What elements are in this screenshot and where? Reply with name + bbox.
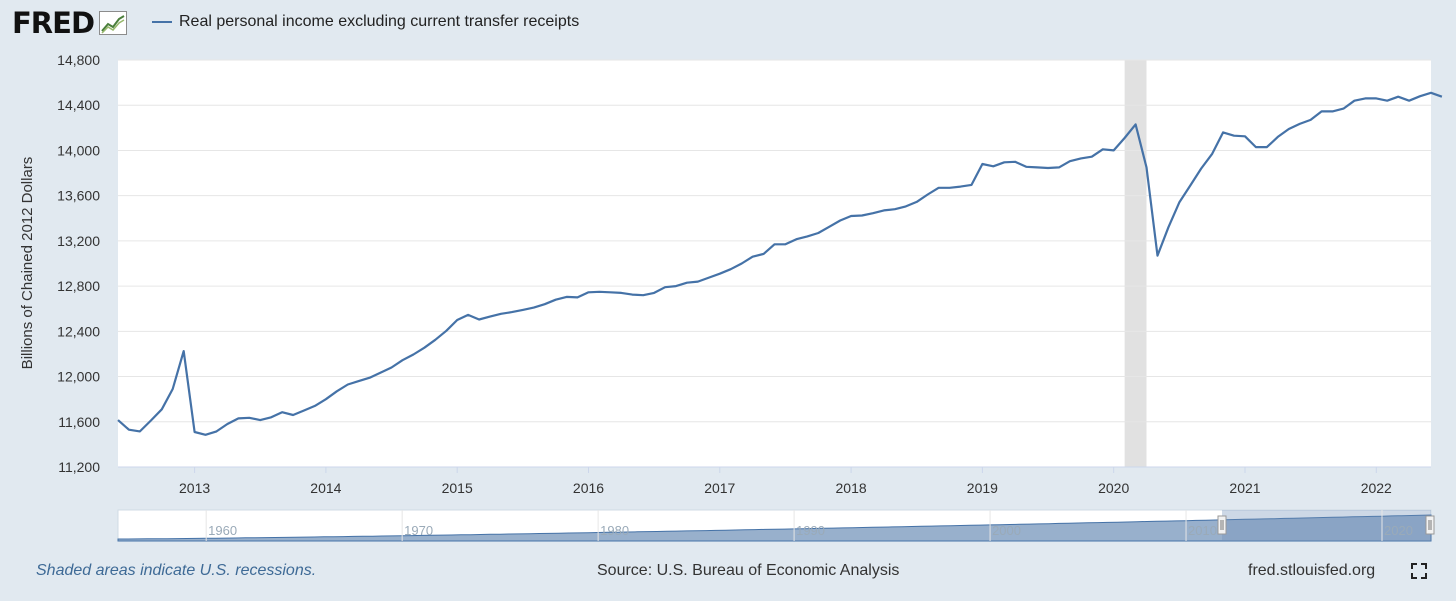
chart-header: FRED Real personal income excluding curr… [0, 0, 1456, 50]
x-tick-label: 2014 [310, 480, 341, 496]
navigator-tick-label: 1990 [796, 523, 825, 538]
navigator-tick-label: 1970 [404, 523, 433, 538]
navigator-axis: 1960 1970 1980 1990 2000 2010 2020 [205, 510, 1413, 541]
source-text: Source: U.S. Bureau of Economic Analysis [597, 562, 900, 579]
legend-label: Real personal income excluding current t… [179, 13, 580, 30]
y-tick-label: 12,000 [57, 369, 100, 385]
x-tick-label: 2020 [1098, 480, 1129, 496]
navigator-right-handle[interactable] [1425, 515, 1435, 535]
recession-band [1124, 60, 1147, 467]
series-line [117, 91, 1443, 436]
logo-text: FRED [12, 6, 95, 40]
legend-line-swatch [152, 21, 172, 23]
y-axis: 11,200 11,600 12,000 12,400 12,800 13,200 13,6… [57, 52, 100, 475]
navigator-tick-label: 2010 [1188, 523, 1217, 538]
x-tick-label: 2022 [1361, 480, 1392, 496]
fred-logo[interactable]: FRED [12, 6, 128, 40]
y-tick-label: 14,400 [57, 97, 100, 113]
x-axis: 2013 2014 2015 2016 2017 2018 2019 2020 2021 2022 [118, 466, 1431, 496]
navigator-tick-label: 2020 [1384, 523, 1413, 538]
site-link[interactable]: fred.stlouisfed.org [1248, 562, 1376, 579]
x-tick-label: 2016 [573, 480, 604, 496]
navigator-tick-label: 1960 [208, 523, 237, 538]
navigator-tick-label: 2000 [992, 523, 1021, 538]
y-tick-label: 14,000 [57, 142, 100, 158]
x-tick-label: 2013 [179, 480, 210, 496]
chart-legend[interactable]: Real personal income excluding current t… [152, 13, 579, 31]
navigator-tick-label: 1980 [600, 523, 629, 538]
x-tick-label: 2018 [836, 480, 867, 496]
y-tick-label: 13,200 [57, 233, 100, 249]
plot-background [118, 60, 1431, 467]
y-tick-label: 12,400 [57, 323, 100, 339]
y-tick-label: 11,200 [58, 459, 100, 475]
navigator-selection[interactable] [1222, 510, 1431, 541]
recession-note: Shaded areas indicate U.S. recessions. [36, 562, 317, 579]
x-tick-label: 2019 [967, 480, 998, 496]
y-tick-label: 12,800 [57, 278, 100, 294]
fullscreen-icon[interactable] [1411, 563, 1427, 579]
y-axis-label: Billions of Chained 2012 Dollars [19, 157, 36, 370]
chart-logo-icon [99, 11, 128, 35]
navigator-left-handle[interactable] [1217, 515, 1227, 535]
recession-bands [1124, 60, 1147, 467]
y-tick-label: 13,600 [57, 188, 100, 204]
navigator-series-area [117, 514, 1432, 542]
x-tick-label: 2021 [1229, 480, 1260, 496]
y-tick-label: 14,800 [57, 52, 100, 68]
navigator[interactable]: 1960 1970 1980 1990 2000 2010 2020 [117, 509, 1435, 542]
y-tick-label: 11,600 [58, 414, 100, 430]
x-tick-label: 2017 [704, 480, 735, 496]
x-tick-label: 2015 [442, 480, 473, 496]
